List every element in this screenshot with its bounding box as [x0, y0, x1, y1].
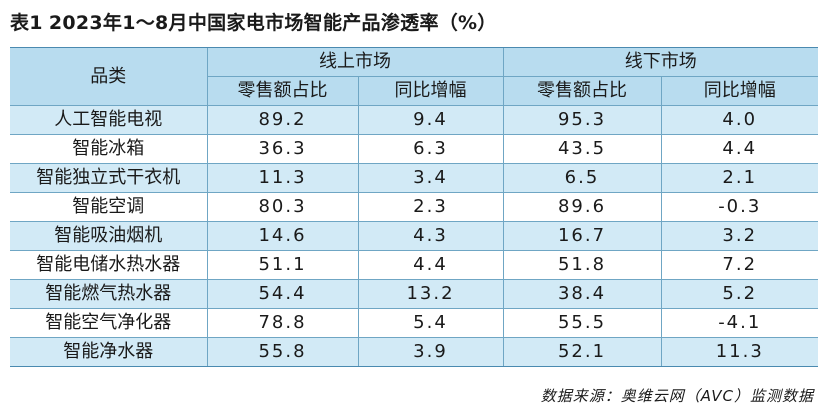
category-cell: 智能冰箱	[10, 134, 208, 164]
table-title: 表1 2023年1～8月中国家电市场智能产品渗透率（%）	[10, 8, 497, 38]
offline-yoy-cell: -4.1	[660, 308, 818, 338]
online-retail-share-cell: 78.8	[206, 308, 359, 338]
online-retail-share-cell: 51.1	[206, 250, 359, 280]
header-offline-yoy: 同比增幅	[660, 76, 818, 106]
offline-yoy-cell: 3.2	[660, 221, 818, 251]
header-online-retail-share: 零售额占比	[207, 76, 359, 106]
table-row: 智能燃气热水器 54.4 13.2 38.4 5.2	[10, 279, 818, 309]
offline-retail-share-cell: 6.5	[502, 163, 662, 193]
category-cell: 智能燃气热水器	[10, 279, 208, 309]
online-retail-share-cell: 14.6	[206, 221, 359, 251]
online-yoy-cell: 3.4	[357, 163, 504, 193]
offline-yoy-cell: 7.2	[660, 250, 818, 280]
online-yoy-cell: 9.4	[357, 105, 504, 135]
offline-yoy-cell: 4.4	[660, 134, 818, 164]
category-cell: 智能电储水热水器	[10, 250, 208, 280]
online-retail-share-cell: 11.3	[206, 163, 359, 193]
table-row: 智能空调 80.3 2.3 89.6 -0.3	[10, 192, 818, 222]
header-offline-retail-share: 零售额占比	[502, 76, 662, 106]
table-body: 人工智能电视 89.2 9.4 95.3 4.0 智能冰箱 36.3 6.3 43.5 4.4 智能…	[10, 105, 818, 366]
offline-retail-share-cell: 52.1	[502, 337, 662, 366]
online-yoy-cell: 3.9	[357, 337, 504, 366]
category-cell: 智能净水器	[10, 337, 208, 366]
header-online-yoy: 同比增幅	[357, 76, 504, 106]
online-retail-share-cell: 80.3	[206, 192, 359, 222]
offline-yoy-cell: 4.0	[660, 105, 818, 135]
online-yoy-cell: 4.3	[357, 221, 504, 251]
table-row: 智能空气净化器 78.8 5.4 55.5 -4.1	[10, 308, 818, 338]
online-retail-share-cell: 54.4	[206, 279, 359, 309]
table-row: 智能独立式干衣机 11.3 3.4 6.5 2.1	[10, 163, 818, 193]
data-source-note: 数据来源：奥维云网（AVC）监测数据	[540, 387, 814, 405]
category-cell: 智能吸油烟机	[10, 221, 208, 251]
offline-yoy-cell: 11.3	[660, 337, 818, 366]
offline-yoy-cell: 2.1	[660, 163, 818, 193]
online-yoy-cell: 6.3	[357, 134, 504, 164]
offline-retail-share-cell: 55.5	[502, 308, 662, 338]
category-cell: 智能空气净化器	[10, 308, 208, 338]
table-row: 智能吸油烟机 14.6 4.3 16.7 3.2	[10, 221, 818, 251]
table-row: 智能净水器 55.8 3.9 52.1 11.3	[10, 337, 818, 366]
online-yoy-cell: 5.4	[357, 308, 504, 338]
offline-retail-share-cell: 89.6	[502, 192, 662, 222]
category-cell: 智能独立式干衣机	[10, 163, 208, 193]
offline-retail-share-cell: 38.4	[502, 279, 662, 309]
offline-retail-share-cell: 51.8	[502, 250, 662, 280]
offline-retail-share-cell: 16.7	[502, 221, 662, 251]
online-yoy-cell: 2.3	[357, 192, 504, 222]
offline-retail-share-cell: 43.5	[502, 134, 662, 164]
table-header: 品类 线上市场 线下市场 零售额占比 同比增幅 零售额占比 同比增幅	[10, 48, 818, 106]
offline-yoy-cell: 5.2	[660, 279, 818, 309]
offline-retail-share-cell: 95.3	[502, 105, 662, 135]
offline-yoy-cell: -0.3	[660, 192, 818, 222]
online-yoy-cell: 4.4	[357, 250, 504, 280]
table-row: 人工智能电视 89.2 9.4 95.3 4.0	[10, 105, 818, 135]
category-cell: 智能空调	[10, 192, 208, 222]
table-row: 智能冰箱 36.3 6.3 43.5 4.4	[10, 134, 818, 164]
online-yoy-cell: 13.2	[357, 279, 504, 309]
category-cell: 人工智能电视	[10, 105, 208, 135]
online-retail-share-cell: 36.3	[206, 134, 359, 164]
online-retail-share-cell: 55.8	[206, 337, 359, 366]
header-online-market: 线上市场	[206, 48, 504, 77]
header-offline-market: 线下市场	[502, 48, 818, 77]
table-row: 智能电储水热水器 51.1 4.4 51.8 7.2	[10, 250, 818, 280]
table-title-text: 2023年1～8月中国家电市场智能产品渗透率（%）	[48, 12, 497, 34]
table-number: 表1	[10, 12, 43, 34]
header-category: 品类	[10, 48, 208, 106]
online-retail-share-cell: 89.2	[206, 105, 359, 135]
penetration-table: 品类 线上市场 线下市场 零售额占比 同比增幅 零售额占比 同比增幅 人工智能电…	[10, 47, 818, 367]
